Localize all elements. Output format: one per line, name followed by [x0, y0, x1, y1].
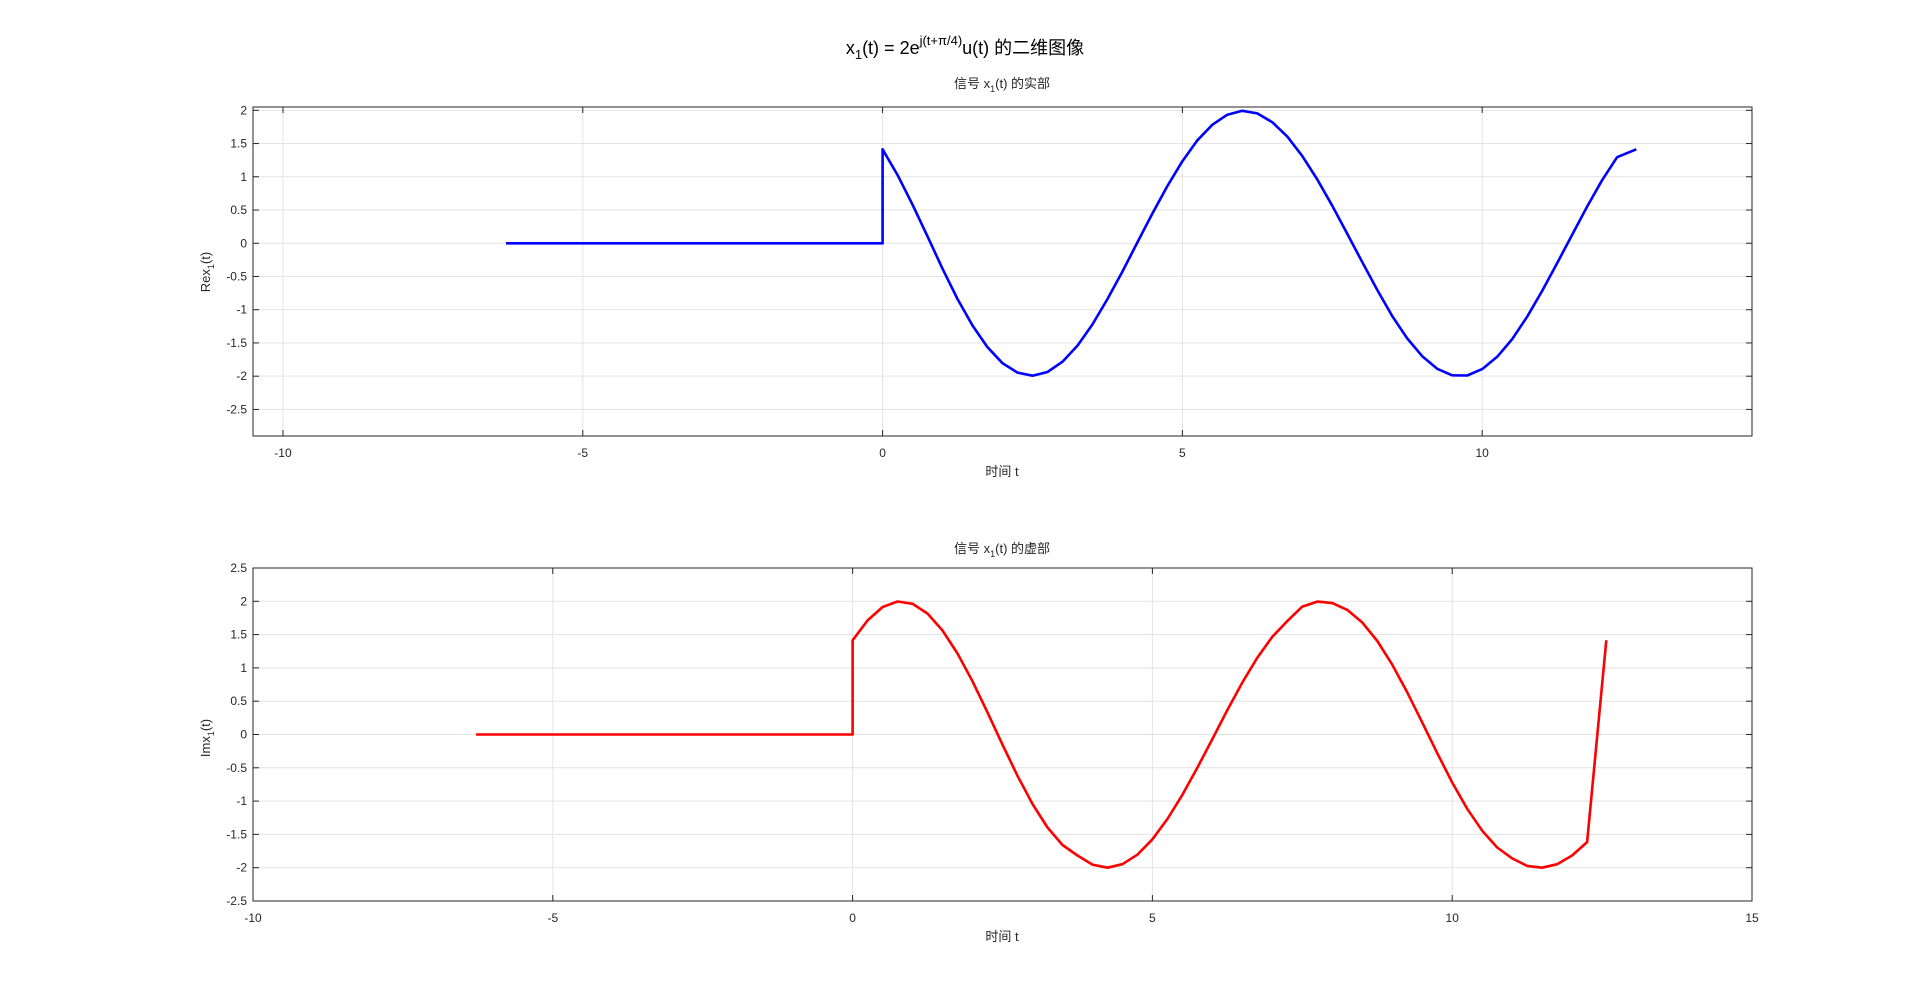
axes-box [252, 106, 1753, 437]
y-tick-label: 0.5 [230, 694, 247, 708]
y-tick-label: -1 [236, 303, 247, 317]
x-tick-label: 0 [879, 446, 886, 460]
y-axis-label: Imx1(t) [198, 719, 216, 757]
real-part-subplot: 信号 x1(t) 的实部 时间 t Rex1(t) -10 -5 0 5 10-2.5-… [198, 76, 1753, 479]
figure-suptitle: x1(t) = 2ej(t+π/4)u(t) 的二维图像 [846, 33, 1084, 62]
y-tick-label: 2.5 [230, 561, 247, 575]
x-tick-label: 10 [1446, 911, 1460, 925]
plot-area [253, 107, 1752, 436]
x-tick-label: 0 [849, 911, 856, 925]
series-line [506, 109, 1637, 378]
y-tick-label: 2 [240, 594, 247, 608]
y-tick-label: -0.5 [226, 761, 247, 775]
x-axis-label: 时间 t [985, 929, 1019, 944]
x-tick-label: -5 [547, 911, 558, 925]
subplot-title: 信号 x1(t) 的虚部 [954, 541, 1050, 559]
subplot-title: 信号 x1(t) 的实部 [954, 76, 1050, 94]
y-tick-label: 1.5 [230, 137, 247, 151]
x-tick-label: -10 [274, 446, 292, 460]
y-tick-label: 0 [240, 728, 247, 742]
y-tick-label: -2 [236, 369, 247, 383]
y-tick-label: 1 [240, 661, 247, 675]
x-tick-label: 5 [1149, 911, 1156, 925]
series-line [476, 600, 1608, 870]
y-tick-label: -2.5 [226, 894, 247, 908]
x-tick-label: 15 [1745, 911, 1759, 925]
y-axis-label: Rex1(t) [198, 252, 216, 292]
x-tick-label: 10 [1476, 446, 1490, 460]
x-axis-label: 时间 t [985, 464, 1019, 479]
y-tick-label: -2.5 [226, 402, 247, 416]
y-tick-label: -2 [236, 861, 247, 875]
imaginary-part-subplot: 信号 x1(t) 的虚部 时间 t Imx1(t) -10 -5 0 5 10 15-2.… [198, 541, 1759, 944]
y-tick-label: 0.5 [230, 203, 247, 217]
y-tick-label: -0.5 [226, 269, 247, 283]
y-tick-label: 2 [240, 103, 247, 117]
y-tick-label: 1.5 [230, 628, 247, 642]
y-tick-label: -1 [236, 794, 247, 808]
x-tick-label: -5 [577, 446, 588, 460]
x-tick-label: 5 [1179, 446, 1186, 460]
y-tick-label: 1 [240, 170, 247, 184]
x-tick-label: -10 [244, 911, 262, 925]
y-tick-label: 0 [240, 236, 247, 250]
y-tick-label: -1.5 [226, 336, 247, 350]
y-tick-label: -1.5 [226, 827, 247, 841]
